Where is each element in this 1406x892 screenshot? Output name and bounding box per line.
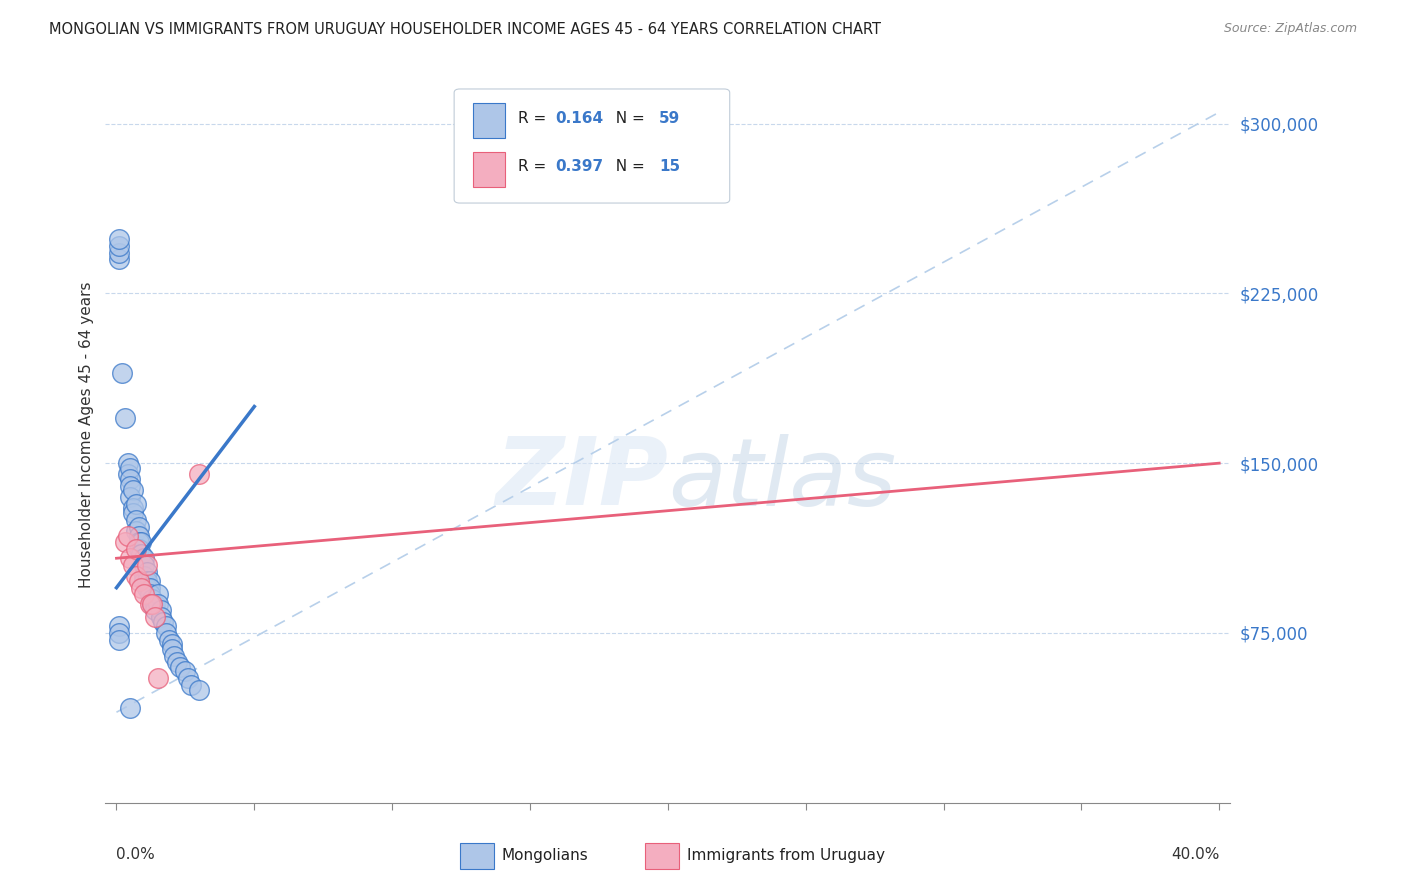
Text: 40.0%: 40.0% [1171, 847, 1219, 862]
Text: N =: N = [606, 111, 650, 126]
Point [141, 597, 163, 611]
Point [122, 506, 145, 520]
FancyBboxPatch shape [474, 152, 505, 186]
Point [120, 490, 142, 504]
Point [163, 648, 186, 663]
Point [146, 587, 169, 601]
Text: 59: 59 [659, 111, 681, 126]
Text: Mongolians: Mongolians [502, 848, 588, 863]
Point [135, 581, 157, 595]
Point [114, 535, 136, 549]
Point [122, 558, 145, 572]
Point [117, 456, 139, 470]
Point [108, 252, 131, 267]
Point [152, 615, 174, 629]
Point [141, 592, 163, 607]
Point [125, 524, 148, 538]
Point [155, 619, 177, 633]
Point [128, 528, 150, 542]
Point [135, 565, 157, 579]
Point [129, 547, 152, 561]
Point [108, 232, 131, 246]
Point [132, 558, 155, 572]
Point [188, 682, 211, 697]
Point [120, 479, 142, 493]
Text: R =: R = [519, 111, 551, 126]
Point [157, 632, 180, 647]
Text: Source: ZipAtlas.com: Source: ZipAtlas.com [1223, 22, 1357, 36]
Point [128, 519, 150, 533]
Point [120, 472, 142, 486]
Point [108, 619, 131, 633]
Point [166, 656, 188, 670]
Point [141, 597, 163, 611]
Point [114, 410, 136, 425]
Point [169, 660, 191, 674]
Text: 0.164: 0.164 [555, 111, 603, 126]
Point [188, 467, 211, 482]
Point [129, 535, 152, 549]
Point [149, 603, 172, 617]
Point [128, 535, 150, 549]
Text: 15: 15 [659, 159, 681, 174]
Point [138, 587, 160, 601]
Point [125, 569, 148, 583]
Point [149, 610, 172, 624]
Point [138, 574, 160, 588]
Text: MONGOLIAN VS IMMIGRANTS FROM URUGUAY HOUSEHOLDER INCOME AGES 45 - 64 YEARS CORRE: MONGOLIAN VS IMMIGRANTS FROM URUGUAY HOU… [49, 22, 882, 37]
Point [108, 239, 131, 253]
Point [120, 460, 142, 475]
Text: Immigrants from Uruguay: Immigrants from Uruguay [688, 848, 884, 863]
Point [143, 610, 166, 624]
Text: ZIP: ZIP [495, 433, 668, 525]
Point [128, 574, 150, 588]
Point [117, 528, 139, 542]
Point [111, 366, 134, 380]
Point [146, 597, 169, 611]
FancyBboxPatch shape [645, 843, 679, 869]
Point [174, 665, 197, 679]
Point [132, 587, 155, 601]
Point [125, 497, 148, 511]
Text: R =: R = [519, 159, 551, 174]
Point [135, 574, 157, 588]
Point [146, 671, 169, 685]
Point [135, 558, 157, 572]
Text: atlas: atlas [668, 434, 896, 524]
Point [120, 551, 142, 566]
Point [160, 637, 183, 651]
Point [108, 632, 131, 647]
FancyBboxPatch shape [460, 843, 494, 869]
Y-axis label: Householder Income Ages 45 - 64 years: Householder Income Ages 45 - 64 years [79, 282, 94, 588]
FancyBboxPatch shape [474, 103, 505, 138]
Point [132, 551, 155, 566]
Text: 0.0%: 0.0% [117, 847, 155, 862]
Point [132, 574, 155, 588]
Point [125, 542, 148, 557]
Text: N =: N = [606, 159, 650, 174]
Point [132, 569, 155, 583]
Point [125, 513, 148, 527]
Point [155, 626, 177, 640]
Point [138, 597, 160, 611]
Point [108, 245, 131, 260]
Point [143, 597, 166, 611]
Point [108, 626, 131, 640]
Point [128, 542, 150, 557]
FancyBboxPatch shape [454, 89, 730, 203]
Point [122, 501, 145, 516]
Text: 0.397: 0.397 [555, 159, 603, 174]
Point [117, 467, 139, 482]
Point [160, 641, 183, 656]
Point [138, 581, 160, 595]
Point [177, 671, 200, 685]
Point [120, 700, 142, 714]
Point [143, 603, 166, 617]
Point [180, 678, 202, 692]
Point [122, 483, 145, 498]
Point [129, 581, 152, 595]
